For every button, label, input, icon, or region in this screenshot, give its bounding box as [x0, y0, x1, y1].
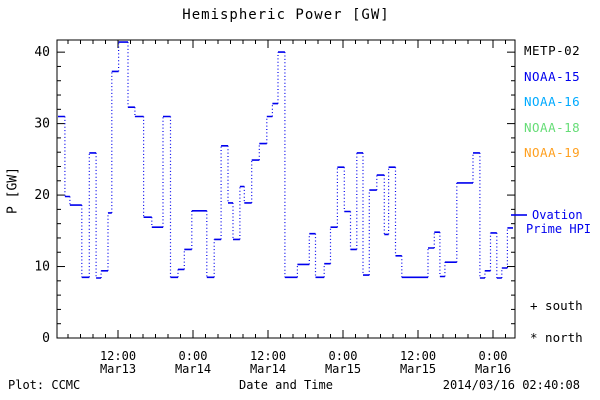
- x-tick-time-label: 12:00: [100, 349, 136, 363]
- south-marker-key: + south: [530, 298, 583, 313]
- x-tick-date-label: Mar15: [325, 362, 361, 376]
- x-axis-label: Date and Time: [239, 378, 333, 392]
- legend-item-noaa15: NOAA-15: [524, 69, 581, 84]
- north-marker-key: * north: [530, 330, 583, 345]
- legend-item-metp02: METP-02: [524, 43, 581, 58]
- y-tick-label: 0: [42, 331, 50, 346]
- chart-title: Hemispheric Power [GW]: [182, 7, 390, 23]
- x-tick-time-label: 0:00: [479, 349, 508, 363]
- x-tick-date-label: Mar14: [175, 362, 211, 376]
- x-tick-time-label: 0:00: [329, 349, 358, 363]
- series-legend-label-line1: Ovation: [532, 208, 583, 222]
- legend-item-noaa16: NOAA-16: [524, 94, 581, 109]
- series-vertical-steps: [64, 42, 508, 278]
- plot-frame: [56, 39, 516, 339]
- y-tick-label: 30: [34, 117, 50, 132]
- y-tick-label: 20: [34, 188, 50, 203]
- series-legend-label-line2: Prime HPI: [526, 222, 592, 236]
- x-tick-time-label: 12:00: [250, 349, 286, 363]
- legend-item-noaa18: NOAA-18: [524, 120, 581, 135]
- y-axis-label: P [GW]: [5, 167, 21, 214]
- series-horizontal-steps: [58, 41, 513, 279]
- x-tick-date-label: Mar16: [475, 362, 511, 376]
- plot-timestamp: 2014/03/16 02:40:08: [442, 378, 580, 392]
- x-tick-time-label: 0:00: [179, 349, 208, 363]
- y-tick-label: 40: [34, 45, 50, 60]
- plot-credit: Plot: CCMC: [8, 378, 81, 392]
- x-tick-time-label: 12:00: [400, 349, 436, 363]
- y-tick-label: 10: [34, 260, 50, 275]
- x-tick-date-label: Mar13: [100, 362, 136, 376]
- legend-item-noaa19: NOAA-19: [524, 145, 581, 160]
- x-tick-date-label: Mar14: [250, 362, 286, 376]
- x-tick-date-label: Mar15: [400, 362, 436, 376]
